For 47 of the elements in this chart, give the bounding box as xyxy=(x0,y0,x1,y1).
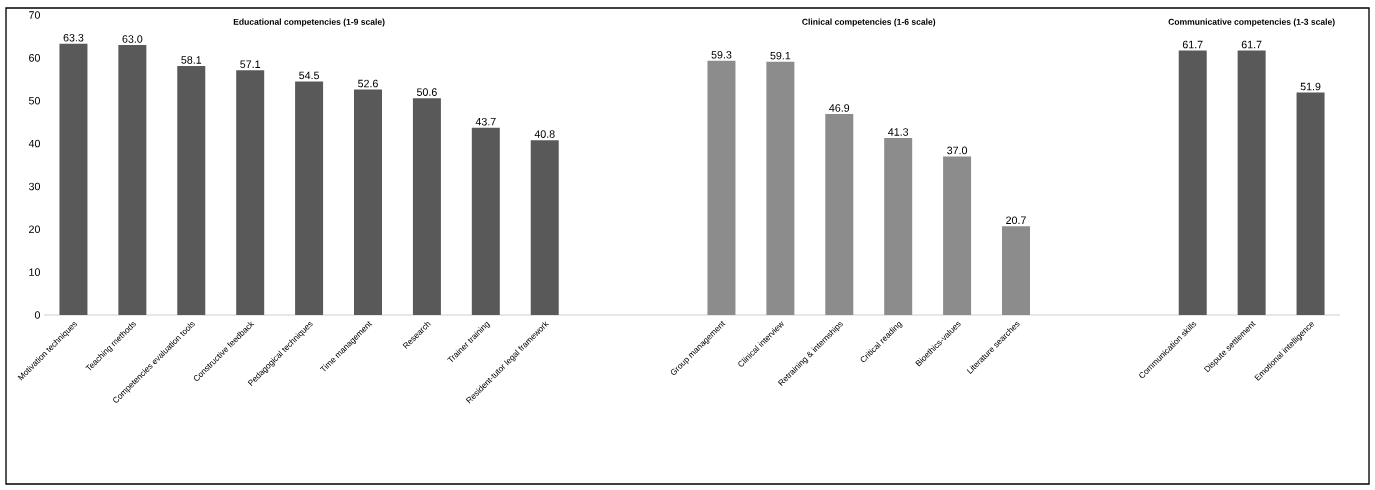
data-label: 61.7 xyxy=(1241,40,1262,49)
data-label: 46.9 xyxy=(829,104,850,112)
data-label: 40.8 xyxy=(534,130,555,138)
bar xyxy=(59,43,88,315)
bar xyxy=(766,61,795,315)
data-label: 58.1 xyxy=(181,56,202,64)
bar xyxy=(412,98,441,315)
data-label: 20.7 xyxy=(1006,216,1026,225)
data-label: 63.0 xyxy=(122,35,143,43)
data-label: 51.9 xyxy=(1300,82,1321,91)
annotation: Clinical competencies (1-6 scale) xyxy=(802,18,936,27)
data-label: 57.1 xyxy=(240,60,261,69)
y-tick-label: 30 xyxy=(28,182,40,191)
data-label: 37.0 xyxy=(947,146,968,155)
data-label: 54.5 xyxy=(299,71,320,80)
bar xyxy=(1296,92,1325,315)
annotation: Educational competencies (1-9 scale) xyxy=(233,18,385,27)
bar xyxy=(177,66,206,315)
data-label: 59.3 xyxy=(711,51,732,59)
bar xyxy=(943,156,972,315)
annotation: Communicative competencies (1-3 scale) xyxy=(1168,18,1335,27)
bar xyxy=(825,114,854,315)
data-label: 52.6 xyxy=(358,79,378,88)
data-label: 50.6 xyxy=(416,88,437,96)
bar xyxy=(354,89,382,315)
y-tick-label: 70 xyxy=(29,11,40,19)
data-label: 59.1 xyxy=(770,51,791,60)
bar xyxy=(884,138,913,315)
y-tick-label: 50 xyxy=(28,96,40,105)
data-label: 41.3 xyxy=(888,128,909,136)
bar xyxy=(118,45,147,315)
y-tick-label: 60 xyxy=(29,54,40,62)
bar xyxy=(295,81,324,315)
y-tick-label: 0 xyxy=(34,311,40,319)
bar xyxy=(471,127,500,315)
y-tick-label: 20 xyxy=(29,225,40,234)
data-label: 63.3 xyxy=(63,33,84,42)
data-label: 43.7 xyxy=(475,117,496,126)
bar xyxy=(1002,226,1030,315)
bar xyxy=(1237,50,1266,315)
y-tick-label: 40 xyxy=(28,139,40,148)
data-label: 61.7 xyxy=(1182,40,1203,49)
bar xyxy=(707,60,736,315)
bar xyxy=(530,140,559,315)
bar xyxy=(236,70,265,315)
bar xyxy=(1178,50,1207,315)
y-tick-label: 10 xyxy=(29,268,40,276)
